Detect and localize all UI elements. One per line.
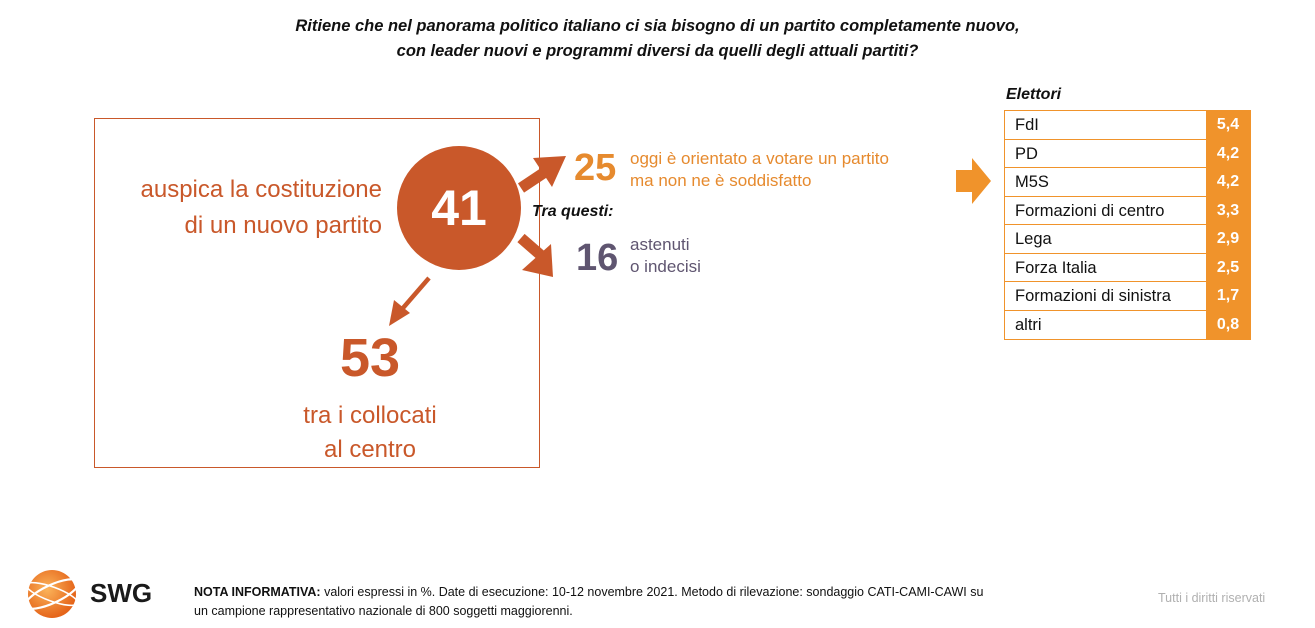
center-value: 53 [339,328,401,388]
voters-title: Elettori [1006,86,1062,103]
rights-text: Tutti i diritti riservati [1158,591,1266,605]
among-label: Tra questi: [532,203,614,220]
note-line-1: NOTA INFORMATIVA: valori espressi in %. … [194,583,983,602]
voters-table: FdI 5,4 PD 4,2 M5S 4,2 Formazioni di cen… [1004,110,1251,340]
note-bold: NOTA INFORMATIVA: [194,585,321,599]
party-value: 4,2 [1205,168,1250,196]
party-value: 2,5 [1205,253,1250,281]
oriented-label-line-2: ma non ne è soddisfatto [630,171,812,190]
swg-logo-icon [24,570,80,618]
center-label-line-2: al centro [323,436,417,463]
party-value: 5,4 [1205,111,1250,139]
arrow-to-53-icon [389,276,431,326]
main-label-line-2: di un nuovo partito [184,212,382,239]
party-name: FdI [1015,116,1039,134]
oriented-label-line-1: oggi è orientato a votare un partito [630,149,889,168]
party-name: M5S [1015,173,1049,191]
abstain-label: astenuti o indecisi [630,234,701,278]
headline-circle [397,146,521,270]
main-label: auspica la costituzione di un nuovo part… [100,172,382,244]
party-value: 4,2 [1205,139,1250,167]
logo-text: SWG [90,578,153,608]
center-label: tra i collocati al centro [240,399,500,467]
party-value: 2,9 [1205,225,1250,253]
party-value: 1,7 [1205,282,1250,310]
party-name: Formazioni di sinistra [1015,287,1171,305]
center-label-line-1: tra i collocati [303,402,437,429]
party-name: PD [1015,144,1038,163]
arrow-to-16-icon [517,233,553,277]
party-value: 0,8 [1205,310,1250,339]
party-value: 3,3 [1205,196,1250,224]
page-title: Ritiene che nel panorama politico italia… [0,14,1315,64]
note-text-1: valori espressi in %. Date di esecuzione… [320,585,984,599]
party-name: altri [1015,315,1042,334]
table-row: Lega 2,9 [1005,225,1250,254]
headline-value: 41 [431,180,487,236]
title-line-1: Ritiene che nel panorama politico italia… [295,17,1020,35]
main-frame [94,118,540,468]
table-row: FdI 5,4 [1005,111,1250,140]
table-row: Formazioni di sinistra 1,7 [1005,282,1250,311]
note-line-2: un campione rappresentativo nazionale di… [194,604,573,618]
party-name: Lega [1015,230,1052,248]
title-line-2: con leader nuovi e programmi diversi da … [396,42,919,60]
table-row: Forza Italia 2,5 [1005,253,1250,282]
party-name: Forza Italia [1015,258,1097,277]
table-row: PD 4,2 [1005,139,1250,168]
party-name: Formazioni di centro [1015,201,1165,220]
table-row: altri 0,8 [1005,310,1250,339]
oriented-label: oggi è orientato a votare un partito ma … [630,148,889,192]
table-row: Formazioni di centro 3,3 [1005,196,1250,225]
main-label-line-1: auspica la costituzione [140,176,382,203]
abstain-label-line-2: o indecisi [630,257,701,276]
arrow-to-25-icon [517,156,566,193]
abstain-label-line-1: astenuti [630,235,690,254]
oriented-value: 25 [574,147,617,189]
arrow-right-icon [956,158,991,204]
footer-note: NOTA INFORMATIVA: valori espressi in %. … [194,583,983,621]
table-row: M5S 4,2 [1005,168,1250,197]
abstain-value: 16 [576,237,619,279]
